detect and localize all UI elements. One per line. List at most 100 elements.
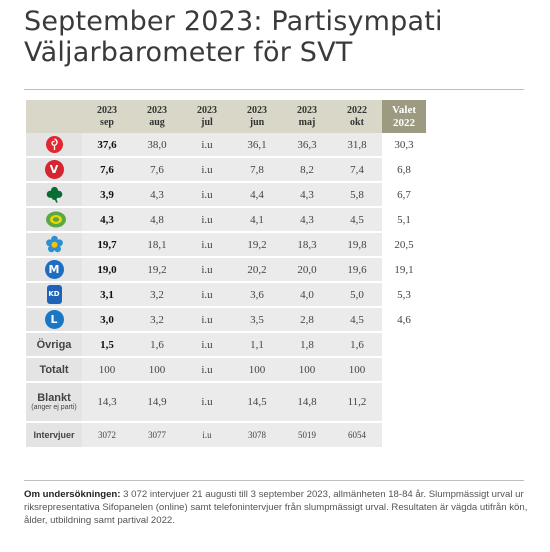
value-cell: 100 [82,357,132,383]
value-cell: 100 [282,357,332,383]
valet-header: Valet 2022 [382,100,426,133]
value-cell: 7,4 [332,157,382,183]
value-cell: 20,2 [232,257,282,283]
value-cell: 5,8 [332,182,382,208]
value-cell: 3072 [82,422,132,449]
column-header: 2023 sep [82,100,132,133]
row-label: Blankt (anger ej parti) [26,382,82,423]
column-header: 2023 aug [132,100,182,133]
value-cell: 1,6 [332,332,382,358]
value-cell: 100 [132,357,182,383]
value-cell: 19,7 [82,232,132,258]
valet-value [382,357,426,383]
value-cell: 2,8 [282,307,332,333]
value-cell: 4,0 [282,282,332,308]
value-cell: 4,3 [132,182,182,208]
value-cell: 4,1 [232,207,282,233]
value-cell: 18,1 [132,232,182,258]
value-cell: i.u [182,382,232,423]
valet-value: 5,3 [382,282,426,308]
methodology-text: 3 072 intervjuer 21 augusti till 3 septe… [24,489,528,526]
value-cell: i.u [182,207,232,233]
methodology-note: Om undersökningen: 3 072 intervjuer 21 a… [24,488,534,527]
value-cell: 8,2 [282,157,332,183]
m-icon: M [44,260,64,279]
methodology-heading: Om undersökningen: [24,489,121,500]
value-cell: 1,1 [232,332,282,358]
ovriga-row: Övriga 1,5 1,6 i.u 1,1 1,8 1,6 [26,332,426,358]
value-cell: 4,5 [332,207,382,233]
value-cell: 19,2 [232,232,282,258]
value-cell: 3,6 [232,282,282,308]
flower-icon [45,235,64,254]
value-cell: i.u [182,133,232,158]
value-cell: 3077 [132,422,182,449]
totalt-row: Totalt 100 100 i.u 100 100 100 [26,357,426,383]
value-cell: 19,6 [332,257,382,283]
valet-value: 6,8 [382,157,426,183]
valet-value: 30,3 [382,133,426,158]
value-cell: 4,5 [332,307,382,333]
value-cell: 5019 [282,422,332,449]
value-cell: 3,1 [82,282,132,308]
value-cell: i.u [182,182,232,208]
valet-value [382,382,426,423]
v-icon: V [44,160,64,179]
c-icon [45,210,66,229]
top-divider [24,89,524,90]
party-row: KD 3,1 3,2 i.u 3,6 4,0 5,0 5,3 [26,282,426,308]
row-label: Totalt [26,357,82,383]
column-header: 2022 okt [332,100,382,133]
value-cell: 14,5 [232,382,282,423]
page-title: September 2023: Partisympati Väljarbarom… [24,6,443,68]
value-cell: 4,4 [232,182,282,208]
valet-value [382,422,426,449]
value-cell: 4,8 [132,207,182,233]
party-row: L 3,0 3,2 i.u 3,5 2,8 4,5 4,6 [26,307,426,333]
valet-value [382,332,426,358]
value-cell: 3078 [232,422,282,449]
column-header: 2023 jul [182,100,232,133]
value-cell: 31,8 [332,133,382,158]
value-cell: 1,8 [282,332,332,358]
value-cell: 19,8 [332,232,382,258]
value-cell: 4,3 [282,207,332,233]
value-cell: i.u [182,157,232,183]
value-cell: 36,3 [282,133,332,158]
value-cell: 6054 [332,422,382,449]
value-cell: i.u [182,232,232,258]
bottom-divider [24,480,524,481]
value-cell: i.u [182,257,232,283]
value-cell: i.u [182,357,232,383]
party-row: 19,7 18,1 i.u 19,2 18,3 19,8 20,5 [26,232,426,258]
valet-value: 19,1 [382,257,426,283]
value-cell: 3,2 [132,282,182,308]
party-row: 3,9 4,3 i.u 4,4 4,3 5,8 6,7 [26,182,426,208]
value-cell: 100 [232,357,282,383]
column-header: 2023 jun [232,100,282,133]
value-cell: 14,3 [82,382,132,423]
valet-value: 20,5 [382,232,426,258]
row-label: Övriga [26,332,82,358]
value-cell: i.u [182,282,232,308]
poll-table: 2023 sep 2023 aug 2023 jul 2023 jun 2023 maj … [26,100,426,449]
clover-icon [45,185,64,204]
value-cell: 7,6 [132,157,182,183]
value-cell: 1,6 [132,332,182,358]
l-icon: L [44,310,64,329]
value-cell: 7,8 [232,157,282,183]
blankt-row: Blankt (anger ej parti) 14,3 14,9 i.u 14… [26,382,426,423]
value-cell: 14,8 [282,382,332,423]
value-cell: 5,0 [332,282,382,308]
column-header: 2023 maj [282,100,332,133]
intervjuer-row: Intervjuer 3072 3077 i.u 3078 5019 6054 [26,422,426,449]
party-row: 4,3 4,8 i.u 4,1 4,3 4,5 5,1 [26,207,426,233]
value-cell: 36,1 [232,133,282,158]
value-cell: i.u [182,307,232,333]
valet-value: 4,6 [382,307,426,333]
valet-value: 6,7 [382,182,426,208]
value-cell: 3,0 [82,307,132,333]
value-cell: 19,2 [132,257,182,283]
value-cell: 14,9 [132,382,182,423]
value-cell: 4,3 [282,182,332,208]
